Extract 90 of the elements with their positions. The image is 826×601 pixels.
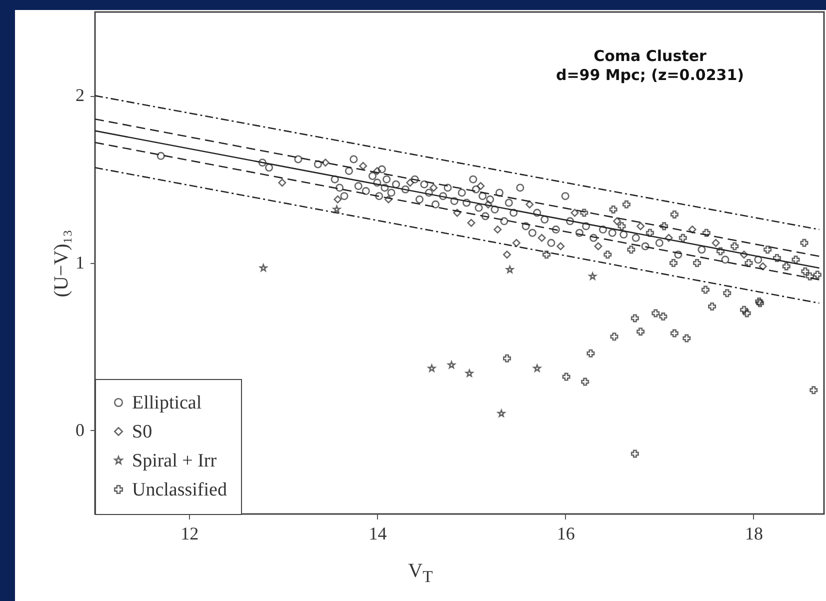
- point: [764, 246, 772, 254]
- point: [428, 364, 436, 372]
- point: [723, 289, 732, 298]
- point: [801, 267, 810, 276]
- point: [800, 238, 808, 247]
- point: [772, 254, 781, 262]
- point: [586, 349, 595, 358]
- point: [430, 184, 438, 192]
- legend-label: Unclassified: [132, 480, 228, 500]
- point: [594, 242, 602, 250]
- point: [646, 228, 654, 237]
- point: [702, 228, 710, 237]
- point: [526, 200, 534, 208]
- point: [618, 222, 626, 230]
- x-tick-label: 12: [180, 524, 199, 544]
- point: [701, 286, 710, 294]
- point: [613, 217, 622, 226]
- point: [730, 242, 739, 250]
- point: [542, 250, 551, 259]
- point: [581, 378, 590, 386]
- point: [278, 178, 286, 187]
- y-tick-label: 1: [76, 252, 84, 272]
- point: [792, 256, 800, 264]
- point: [660, 222, 668, 230]
- point: [664, 234, 673, 242]
- point: [740, 306, 748, 314]
- point: [334, 195, 342, 204]
- y-axis-title: (U−V)₁₃: [50, 230, 72, 298]
- point: [716, 247, 725, 256]
- point: [636, 222, 645, 230]
- point: [755, 297, 764, 306]
- point: [506, 266, 514, 274]
- point: [332, 205, 341, 213]
- point: [758, 262, 767, 270]
- point: [580, 208, 588, 217]
- point: [467, 218, 476, 227]
- point: [503, 250, 512, 259]
- point: [670, 210, 678, 218]
- point: [476, 182, 485, 190]
- point: [708, 302, 716, 311]
- point: [610, 332, 618, 341]
- point: [744, 258, 753, 268]
- point: [538, 234, 546, 242]
- point: [622, 200, 630, 208]
- point: [688, 226, 696, 234]
- y-tick-label: 0: [76, 420, 84, 440]
- point: [669, 258, 678, 268]
- point: [570, 208, 579, 217]
- x-tick-label: 16: [556, 524, 575, 544]
- point: [406, 178, 414, 187]
- point: [636, 328, 645, 336]
- x-axis-title: V$_{T}$: [407, 560, 434, 587]
- point: [630, 450, 639, 458]
- point: [609, 205, 618, 214]
- annotation: d=99 Mpc; (z=0.0231): [556, 66, 744, 84]
- point: [652, 309, 660, 318]
- point: [321, 158, 330, 167]
- point: [562, 372, 570, 381]
- point: [659, 312, 668, 321]
- x-tick-label: 18: [744, 524, 763, 544]
- point: [630, 314, 639, 322]
- point: [604, 250, 612, 259]
- legend-label: Elliptical: [132, 392, 202, 414]
- point: [373, 166, 382, 175]
- legend-label: S0: [132, 422, 152, 442]
- point: [782, 262, 790, 270]
- point: [742, 309, 751, 318]
- annotation: Coma Cluster: [594, 47, 707, 65]
- point: [678, 234, 687, 242]
- x-tick-label: 14: [368, 524, 387, 544]
- point: [503, 354, 512, 362]
- point: [740, 250, 748, 259]
- point: [359, 162, 368, 170]
- point: [484, 200, 492, 208]
- point: [756, 299, 764, 308]
- point: [512, 238, 520, 247]
- point: [453, 208, 462, 217]
- point: [806, 272, 814, 280]
- point: [556, 242, 565, 250]
- point: [682, 334, 691, 342]
- y-tick-label: 2: [76, 85, 84, 106]
- point: [627, 246, 636, 254]
- point: [810, 386, 818, 394]
- point: [670, 329, 678, 338]
- point: [813, 270, 822, 279]
- point: [693, 258, 702, 268]
- point: [712, 238, 720, 247]
- legend-label: Spiral + Irr: [132, 450, 218, 472]
- point: [494, 226, 502, 234]
- point: [384, 195, 392, 204]
